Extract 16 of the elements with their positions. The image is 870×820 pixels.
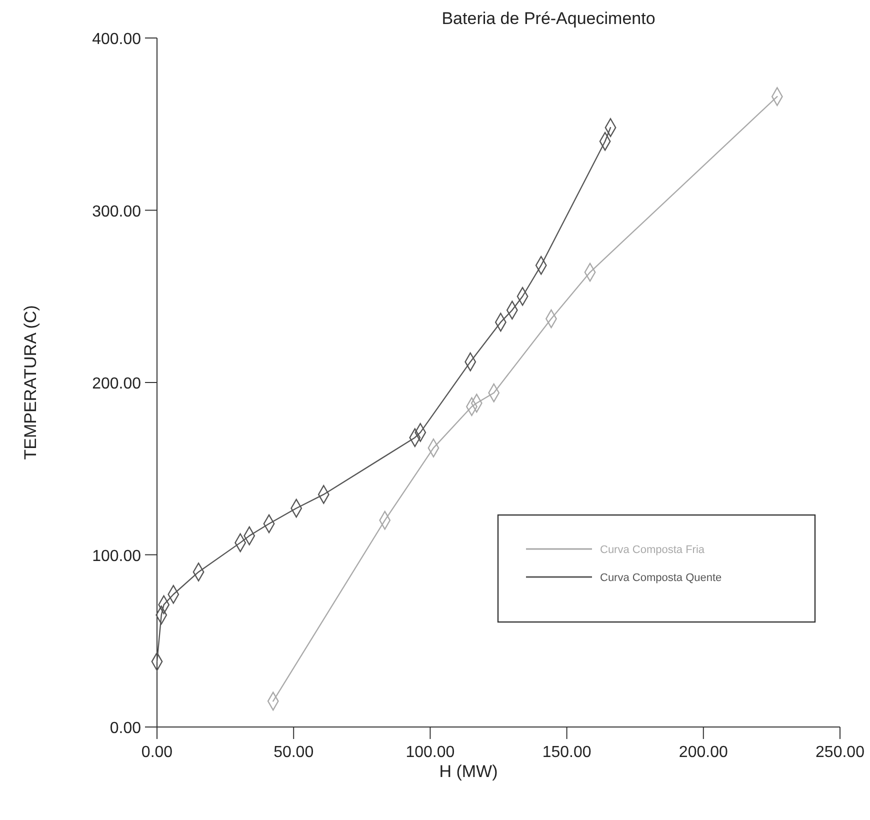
y-tick-label: 200.00	[92, 376, 142, 392]
y-axis-title: TEMPERATURA (C)	[21, 305, 40, 460]
y-tick-label: 100.00	[92, 548, 142, 565]
x-tick-label: 100.00	[406, 744, 455, 761]
text: Curva Composta Fria	[600, 544, 706, 556]
y-tick-label: 300.00	[92, 203, 142, 220]
x-axis-title: H (MW)	[439, 762, 498, 781]
y-tick-label: 400.00	[92, 31, 142, 48]
x-tick-label: 0.00	[141, 744, 173, 761]
y-tick-label: 0.00	[110, 720, 142, 737]
x-tick-label: 200.00	[678, 744, 728, 761]
text: Curva Composta Quente	[600, 572, 722, 584]
x-tick-label: 150.00	[542, 744, 592, 761]
chart-title: Bateria de Pré-Aquecimento	[442, 9, 656, 28]
x-tick-label: 50.00	[274, 744, 314, 761]
x-tick-label: 250.00	[816, 744, 865, 761]
